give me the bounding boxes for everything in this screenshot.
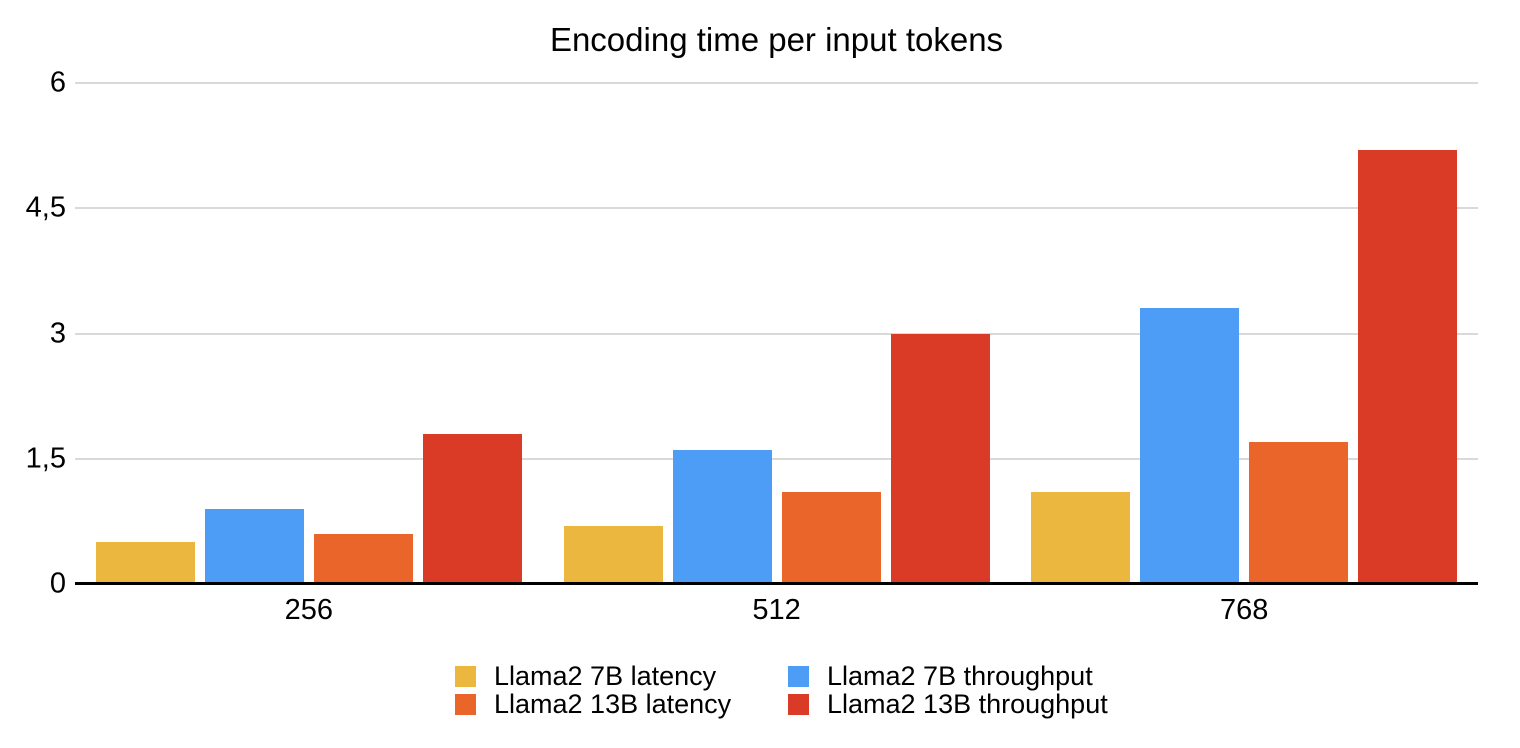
x-axis-tick-label-256: 256	[284, 594, 334, 626]
gridline-6	[75, 82, 1478, 84]
legend-label: Llama2 7B throughput	[827, 660, 1093, 691]
bar-llama2-7b-throughput-512	[672, 450, 772, 584]
legend-item-llama2-13b-latency: Llama2 13B latency	[455, 688, 788, 719]
bar-llama2-13b-throughput-512	[890, 333, 990, 584]
x-axis-tick-label-512: 512	[752, 594, 801, 626]
gridline-3	[75, 332, 1478, 335]
bar-llama2-7b-throughput-768	[1140, 308, 1240, 584]
y-axis-tick-label: 6	[49, 66, 66, 99]
y-axis-tick-label: 3	[49, 317, 66, 349]
plot-area	[75, 82, 1478, 585]
gridline-4,5	[75, 207, 1478, 210]
bar-llama2-13b-latency-512	[781, 492, 881, 584]
legend-label: Llama2 7B latency	[494, 660, 717, 691]
legend: Llama2 7B latency Llama2 7B throughput Lla…	[455, 660, 1108, 719]
x-axis-tick-label-768: 768	[1219, 594, 1269, 626]
legend-item-llama2-7b-latency: Llama2 7B latency	[455, 660, 788, 691]
x-axis: 256 512 768	[75, 594, 1478, 626]
legend-label: Llama2 13B latency	[494, 688, 732, 719]
bar-llama2-13b-throughput-256	[422, 433, 522, 584]
legend-color-swatch-llama2-13b-latency	[455, 693, 476, 715]
bar-llama2-13b-latency-768	[1249, 442, 1349, 584]
bar-groups	[75, 83, 1478, 584]
legend-label: Llama2 13B throughput	[827, 688, 1108, 719]
bar-llama2-7b-throughput-256	[204, 508, 304, 584]
bar-llama2-7b-latency-256	[95, 542, 195, 584]
x-axis-baseline	[75, 582, 1478, 585]
legend-item-llama2-13b-throughput: Llama2 13B throughput	[788, 688, 1108, 719]
bar-llama2-7b-latency-512	[563, 525, 663, 584]
chart-title: Encoding time per input tokens	[549, 21, 1004, 58]
bar-group-768	[1010, 83, 1478, 584]
y-axis: 0 1,5 3 4,5 6	[0, 68, 66, 598]
legend-color-swatch-llama2-7b-latency	[455, 665, 476, 687]
y-axis-tick-label: 4,5	[25, 191, 66, 224]
bar-group-256	[75, 83, 543, 584]
bar-llama2-13b-latency-256	[313, 533, 413, 584]
gridline-1,5	[75, 457, 1478, 460]
legend-item-llama2-7b-throughput: Llama2 7B throughput	[788, 660, 1108, 691]
legend-color-swatch-llama2-7b-throughput	[788, 665, 809, 687]
bar-group-512	[543, 83, 1011, 584]
legend-color-swatch-llama2-13b-throughput	[788, 693, 809, 715]
bar-llama2-13b-throughput-768	[1358, 149, 1458, 584]
y-axis-tick-label: 0	[49, 567, 66, 600]
y-axis-tick-label: 1,5	[25, 442, 66, 475]
bar-llama2-7b-latency-768	[1031, 492, 1131, 584]
